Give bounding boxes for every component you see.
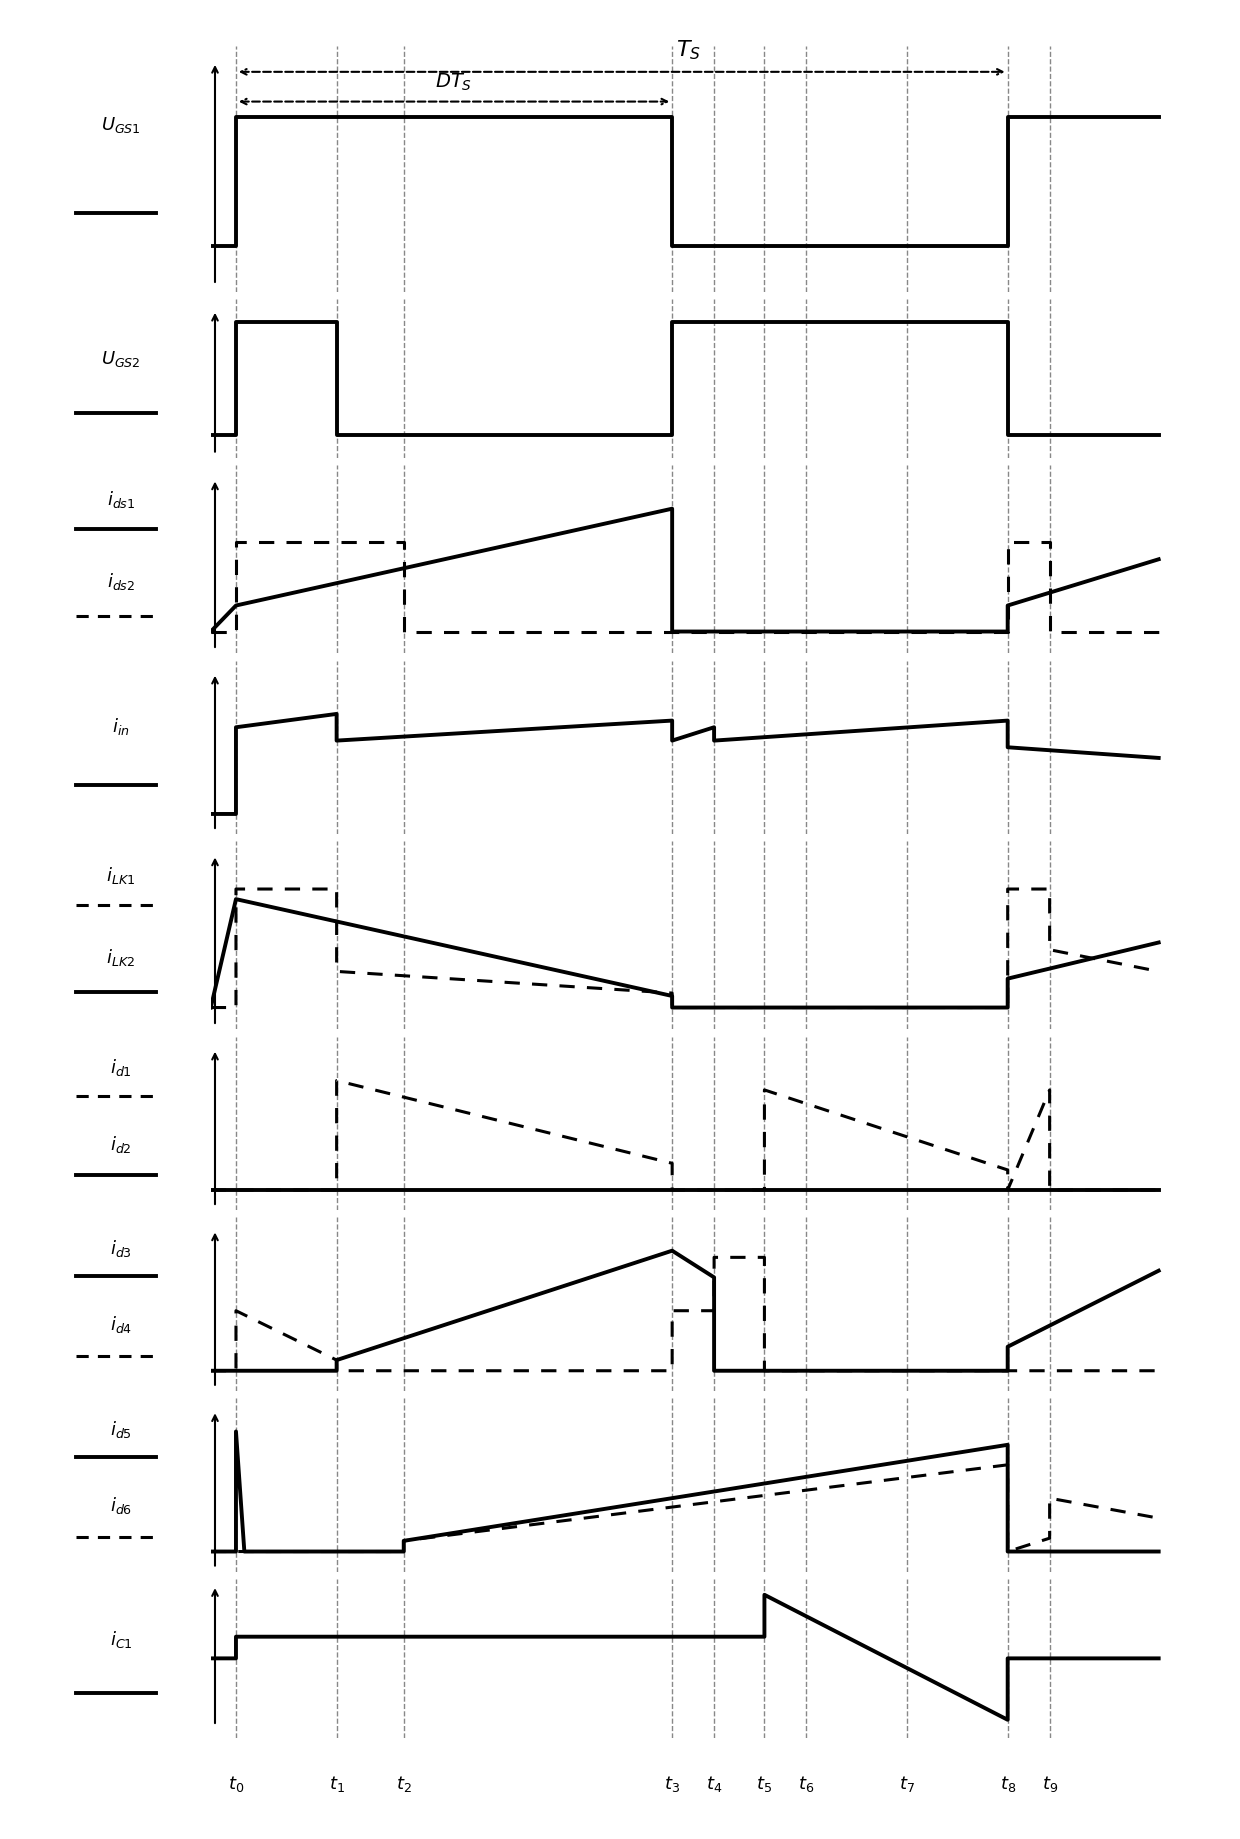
Text: $i_{ds1}$: $i_{ds1}$ bbox=[107, 489, 135, 509]
Text: $DT_S$: $DT_S$ bbox=[435, 72, 472, 92]
Text: $i_{d3}$: $i_{d3}$ bbox=[110, 1238, 131, 1260]
Text: $t_3$: $t_3$ bbox=[665, 1775, 681, 1795]
Text: $t_9$: $t_9$ bbox=[1042, 1775, 1058, 1795]
Text: $U_{GS2}$: $U_{GS2}$ bbox=[102, 349, 141, 370]
Text: $t_4$: $t_4$ bbox=[706, 1775, 722, 1795]
Text: $i_{C1}$: $i_{C1}$ bbox=[109, 1629, 133, 1650]
Text: $i_{LK1}$: $i_{LK1}$ bbox=[107, 864, 135, 886]
Text: $i_{d1}$: $i_{d1}$ bbox=[110, 1057, 131, 1078]
Text: $t_5$: $t_5$ bbox=[756, 1775, 773, 1795]
Text: $t_0$: $t_0$ bbox=[228, 1775, 244, 1795]
Text: $t_7$: $t_7$ bbox=[899, 1775, 915, 1795]
Text: $i_{d5}$: $i_{d5}$ bbox=[110, 1420, 131, 1440]
Text: $t_1$: $t_1$ bbox=[329, 1775, 345, 1795]
Text: $i_{d2}$: $i_{d2}$ bbox=[110, 1133, 131, 1155]
Text: $i_{d4}$: $i_{d4}$ bbox=[110, 1315, 133, 1335]
Text: $U_{GS1}$: $U_{GS1}$ bbox=[100, 114, 141, 134]
Text: $t_6$: $t_6$ bbox=[799, 1775, 815, 1795]
Text: $i_{d6}$: $i_{d6}$ bbox=[110, 1495, 133, 1515]
Text: $i_{in}$: $i_{in}$ bbox=[112, 715, 130, 737]
Text: $t_2$: $t_2$ bbox=[396, 1775, 412, 1795]
Text: $T_S$: $T_S$ bbox=[677, 39, 702, 63]
Text: $i_{ds2}$: $i_{ds2}$ bbox=[107, 572, 135, 592]
Text: $i_{LK2}$: $i_{LK2}$ bbox=[107, 947, 135, 969]
Text: $t_8$: $t_8$ bbox=[999, 1775, 1016, 1795]
